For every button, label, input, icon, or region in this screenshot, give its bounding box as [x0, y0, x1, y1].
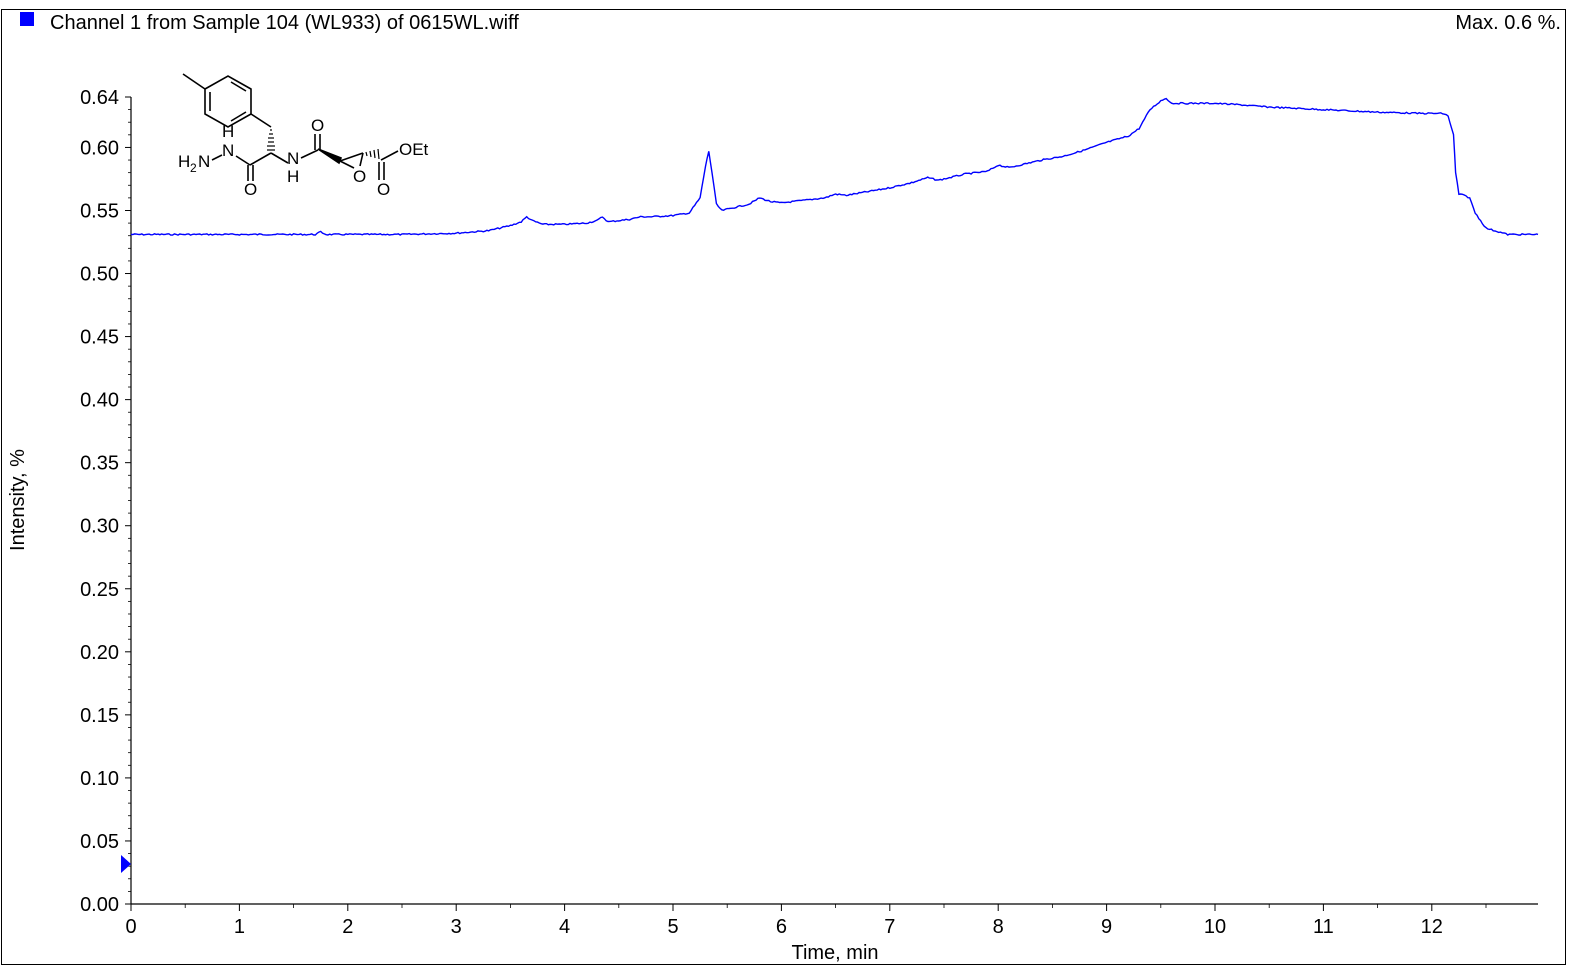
y-tick-label: 0.50 [80, 264, 119, 286]
x-tick-label: 12 [1421, 916, 1443, 938]
x-tick-label: 2 [342, 916, 353, 938]
molecule-bond [230, 81, 247, 92]
intensity-trace [130, 97, 1539, 236]
molecule-label-o-epoxide: O [353, 167, 366, 186]
molecule-bond [339, 160, 355, 169]
molecule-label-sub: 2 [190, 161, 197, 175]
molecule-bond [380, 150, 399, 161]
x-tick-label: 3 [451, 916, 462, 938]
molecule-label-oet: OEt [399, 140, 429, 159]
molecule-bond [359, 152, 364, 167]
molecule-bond [235, 155, 251, 166]
molecule-labels: H 2 N H N N H O O O O OEt [178, 116, 429, 199]
y-axis-label: Intensity, % [7, 449, 29, 551]
molecule-bond [182, 73, 206, 90]
baseline-marker[interactable] [121, 855, 131, 873]
molecule-label-o-amide1: O [244, 180, 257, 199]
molecule-hashed-wedge [267, 129, 275, 151]
x-tick-label: 5 [667, 916, 678, 938]
molecule-label-o-ester: O [377, 180, 390, 199]
legend-label: Channel 1 from Sample 104 (WL933) of 061… [50, 12, 519, 34]
y-tick-label: 0.00 [80, 894, 119, 916]
y-tick-label: 0.60 [80, 137, 119, 159]
molecule-label-o-amide2: O [311, 116, 324, 135]
x-tick-label: 9 [1101, 916, 1112, 938]
molecule-label-n: N [198, 152, 210, 171]
molecule-bond [300, 149, 319, 159]
molecule-bond [270, 152, 289, 164]
x-tick-label: 0 [125, 916, 136, 938]
molecule-bond [249, 152, 272, 166]
molecule-label-nh1-n: N [222, 141, 234, 160]
x-tick-label: 6 [776, 916, 787, 938]
molecule-bond [339, 152, 364, 162]
molecule-bold-wedge [317, 148, 343, 165]
molecule-label-nh2-n: N [287, 149, 299, 168]
y-tick-label: 0.45 [80, 327, 119, 349]
x-tick-label: 10 [1204, 916, 1226, 938]
molecule-label-h: H [178, 152, 190, 171]
molecule-bond [211, 154, 223, 161]
x-axis-label: Time, min [791, 942, 878, 964]
x-tick-label: 1 [234, 916, 245, 938]
axes [130, 97, 1538, 905]
x-tick-label: 8 [993, 916, 1004, 938]
x-tick-label: 11 [1313, 916, 1334, 938]
y-tick-label: 0.64 [80, 87, 119, 109]
y-tick-label: 0.40 [80, 390, 119, 412]
y-tick-label: 0.25 [80, 579, 119, 601]
legend-swatch [20, 12, 34, 26]
tick-labels: 0.00 0.05 0.10 0.15 0.20 0.25 0.30 0.35 0.40 0.45… [80, 87, 1443, 938]
y-tick-label: 0.35 [80, 453, 119, 475]
y-tick-label: 0.05 [80, 831, 119, 853]
y-tick-label: 0.10 [80, 768, 119, 790]
ticks [125, 96, 1487, 911]
molecule-bond [250, 113, 272, 128]
molecule-hashed-wedge [365, 148, 380, 160]
x-tick-label: 4 [559, 916, 570, 938]
y-tick-label: 0.20 [80, 642, 119, 664]
molecule-ring [204, 75, 252, 128]
molecule-bond [230, 111, 247, 122]
y-tick-label: 0.30 [80, 516, 119, 538]
y-tick-label: 0.55 [80, 200, 119, 222]
x-tick-label: 7 [884, 916, 895, 938]
molecule-label-nh1-h: H [222, 122, 234, 141]
molecule-structure [182, 73, 399, 181]
y-tick-label: 0.15 [80, 705, 119, 727]
max-intensity-label: Max. 0.6 %. [1455, 12, 1561, 34]
chart-frame [1, 9, 1566, 965]
molecule-label-nh2-h: H [287, 167, 299, 186]
